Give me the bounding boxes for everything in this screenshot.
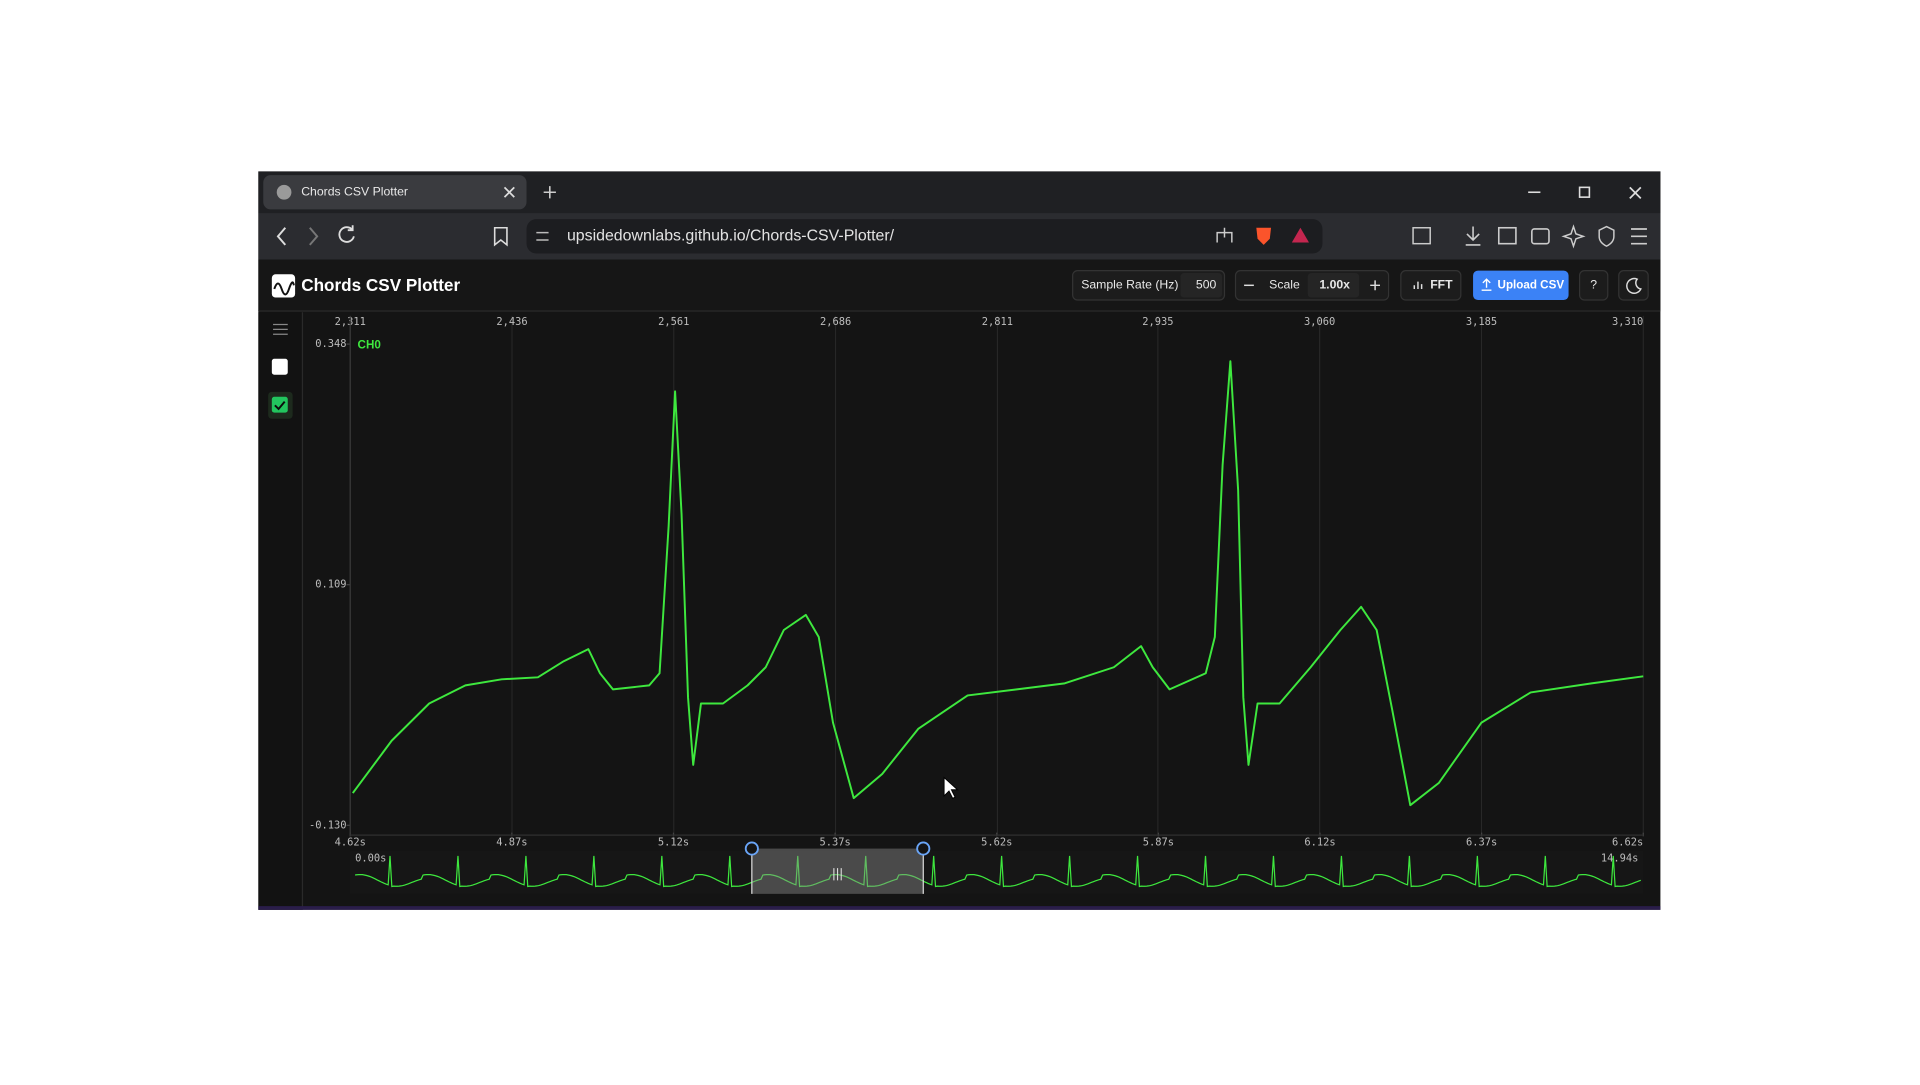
y-tick-label: 0.348 <box>315 338 346 350</box>
y-tick-label: -0.130 <box>309 819 347 831</box>
channel-checkbox[interactable] <box>271 358 288 375</box>
downloads[interactable] <box>1465 226 1481 246</box>
x2-tick-label: 5.37s <box>819 836 850 848</box>
wallet[interactable] <box>1531 228 1550 245</box>
vpn[interactable] <box>1598 225 1615 247</box>
share[interactable] <box>1216 227 1233 243</box>
theme-button[interactable] <box>1618 270 1649 301</box>
sample-rate-label: Sample Rate (Hz) <box>1081 278 1178 292</box>
x2-tick-label: 5.62s <box>981 836 1012 848</box>
shields[interactable] <box>1256 227 1272 245</box>
window-bottom-edge <box>258 906 1661 910</box>
overview-end: 14.94s <box>1601 852 1639 864</box>
x-tick-label: 2,686 <box>820 316 851 328</box>
url: upsidedownlabs.github.io/Chords-CSV-Plot… <box>567 228 895 245</box>
back[interactable] <box>276 227 287 246</box>
fft-button[interactable] <box>1400 270 1462 301</box>
restore[interactable] <box>1578 186 1591 198</box>
address-bar[interactable] <box>526 219 1323 254</box>
help-label: ? <box>1590 278 1597 292</box>
upload-icon <box>1481 278 1492 291</box>
series-line <box>352 360 1644 807</box>
scale-increase[interactable] <box>1370 280 1380 291</box>
x2-tick-label: 6.37s <box>1466 836 1497 848</box>
app-logo-wave <box>273 281 295 296</box>
overview-wave <box>355 855 1642 888</box>
x-tick-label: 2,935 <box>1142 316 1173 328</box>
bookmark[interactable] <box>493 226 508 247</box>
upload-label: Upload CSV <box>1498 278 1565 291</box>
close-window[interactable] <box>1629 186 1642 199</box>
sample-rate-input[interactable] <box>1180 273 1223 298</box>
x2-tick-label: 5.12s <box>658 836 689 848</box>
y-tick-label: 0.109 <box>315 579 346 591</box>
window-grip <box>833 868 842 881</box>
overview-wave-group <box>355 855 1642 888</box>
screenshot-tool[interactable] <box>1412 227 1431 245</box>
scale-label: Scale <box>1269 278 1300 292</box>
legend-entry: CH0 <box>358 338 381 351</box>
new-tab[interactable] <box>543 186 556 199</box>
x-tick-label: 3,310 <box>1612 316 1643 328</box>
rewards[interactable] <box>1291 227 1309 243</box>
x2-tick-label: 5.87s <box>1143 836 1174 848</box>
fft-label: FFT <box>1430 278 1453 292</box>
tab[interactable] <box>263 175 527 210</box>
x-tick-label: 3,185 <box>1466 316 1497 328</box>
x-tick-label: 2,436 <box>496 316 527 328</box>
overview <box>350 851 1644 894</box>
site-info[interactable] <box>536 231 549 241</box>
upload-button[interactable] <box>1473 270 1569 300</box>
overview-start: 0.00s <box>355 852 386 864</box>
tab-title: Chords CSV Plotter <box>301 184 408 198</box>
menu[interactable] <box>1631 228 1647 245</box>
fft-icon <box>1413 281 1423 289</box>
tab-close[interactable] <box>503 186 515 198</box>
channel-list-icon[interactable] <box>273 323 288 335</box>
window-handle[interactable] <box>916 841 931 856</box>
sample-rate-value: 500 <box>1196 278 1217 292</box>
x2-tick-label: 4.87s <box>496 836 527 848</box>
plot: 2,311 2,436 2,561 2,686 2,811 2,935 3,060 3,185… <box>309 315 1644 848</box>
x-tick-label: 2,811 <box>982 316 1013 328</box>
app-title: Chords CSV Plotter <box>301 275 460 295</box>
checkmark <box>274 401 286 411</box>
leo[interactable] <box>1561 224 1586 249</box>
channel-checkbox-checked[interactable] <box>271 396 288 413</box>
scale-input[interactable] <box>1307 273 1360 298</box>
help-button[interactable] <box>1578 270 1609 301</box>
tab-icon <box>276 184 292 200</box>
theme-icon <box>1626 277 1642 294</box>
scale-value: 1.00x <box>1319 278 1350 292</box>
x-tick-label: 2,561 <box>658 316 689 328</box>
app-logo <box>271 274 296 298</box>
forward[interactable] <box>309 227 319 246</box>
x-tick-label: 3,060 <box>1304 316 1335 328</box>
x2-tick-label: 6.12s <box>1304 836 1335 848</box>
x2-tick-label: 6.62s <box>1612 836 1643 848</box>
sidebar-toggle[interactable] <box>1497 226 1517 245</box>
reload[interactable] <box>338 225 355 243</box>
window-handle[interactable] <box>744 841 759 856</box>
mouse-cursor <box>943 776 959 800</box>
x2-tick-label: 4.62s <box>335 836 366 848</box>
